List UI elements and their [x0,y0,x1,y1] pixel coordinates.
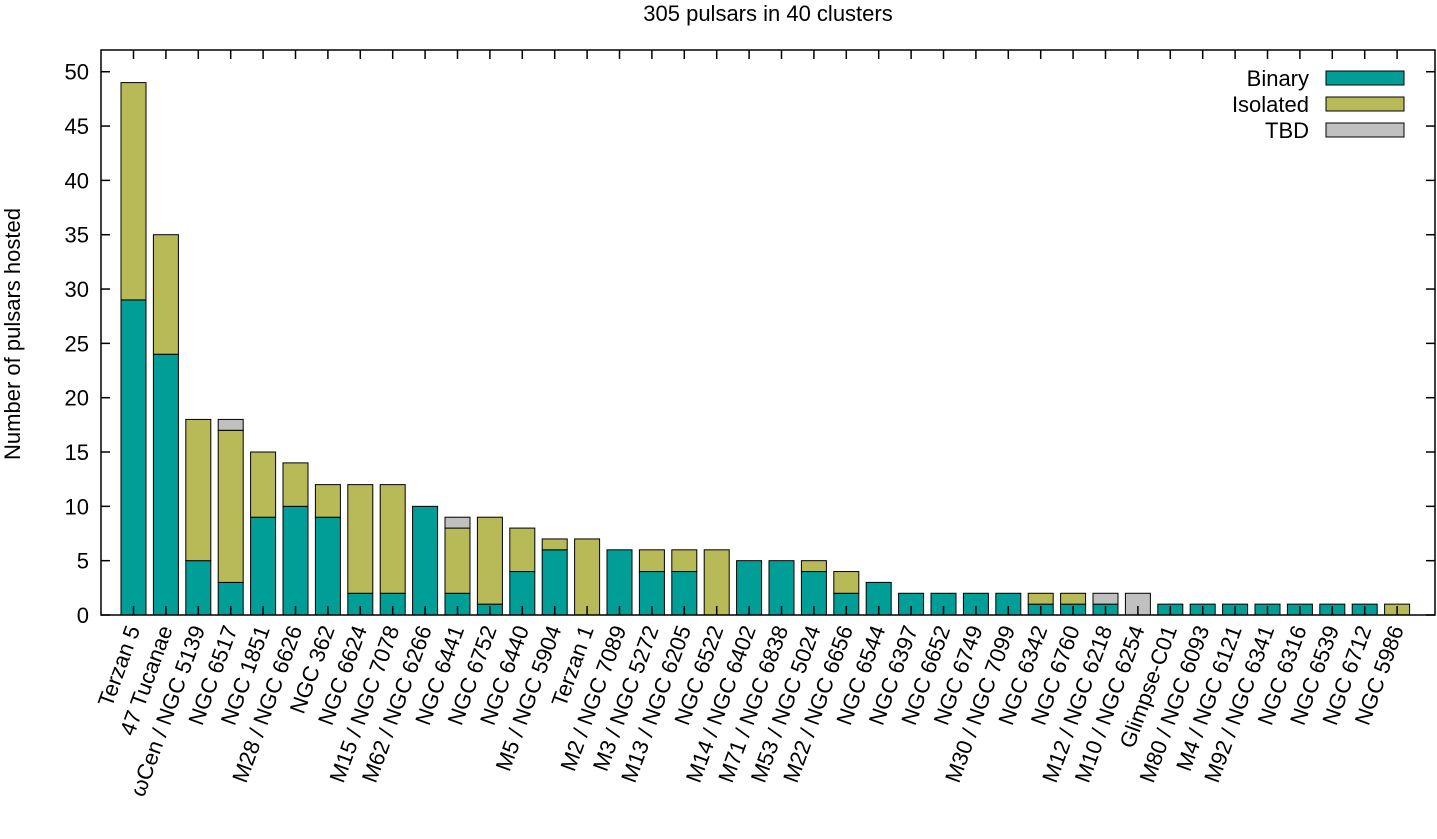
y-tick-label-0: 0 [77,603,89,628]
bar-segment-isolated-28 [1027,592,1054,605]
y-tick-label-35: 35 [65,223,89,248]
bar-segment-binary-9 [412,505,439,616]
bar-segment-isolated-12 [509,527,536,573]
y-tick-label-20: 20 [65,386,89,411]
bar-segment-isolated-3 [217,429,244,583]
y-tick-label-5: 5 [77,549,89,574]
bar-segment-isolated-4 [250,451,277,518]
bar-segment-isolated-22 [833,571,860,594]
bar-segment-isolated-6 [314,484,341,518]
legend-swatch-isolated [1325,96,1405,112]
bar-segment-isolated-16 [638,549,665,573]
bar-segment-binary-6 [314,516,341,616]
bar-segment-binary-4 [250,516,277,616]
bar-segment-isolated-18 [703,549,730,616]
bar-segment-binary-5 [282,505,309,616]
y-tick-label-15: 15 [65,440,89,465]
y-axis-label: Number of pulsars hosted [0,208,25,460]
legend-swatch-binary [1325,70,1405,86]
bar-segment-binary-1 [152,353,179,616]
y-tick-label-10: 10 [65,494,89,519]
bar-segment-isolated-5 [282,462,309,507]
bar-segment-isolated-11 [476,516,503,605]
bar-segment-binary-2 [185,560,212,616]
legend-label-binary: Binary [1247,66,1309,91]
bar-segment-tbd-3 [217,418,244,431]
y-tick-label-45: 45 [65,114,89,139]
legend-label-tbd: TBD [1265,118,1309,143]
legend-swatch-tbd [1325,122,1405,138]
bar-segment-isolated-29 [1060,592,1087,605]
bar-segment-binary-0 [120,299,147,616]
bar-segment-tbd-30 [1092,592,1119,605]
y-tick-label-40: 40 [65,168,89,193]
bar-segment-isolated-1 [152,234,179,355]
plot-frame [100,49,1436,616]
bar-segment-binary-15 [606,549,633,616]
bar-segment-tbd-10 [444,516,471,529]
y-tick-label-30: 30 [65,277,89,302]
y-tick-label-50: 50 [65,60,89,85]
bar-segment-isolated-7 [347,484,374,594]
bar-segment-isolated-8 [379,484,406,594]
legend-label-isolated: Isolated [1232,92,1309,117]
bar-segment-isolated-17 [671,549,698,573]
bar-segment-isolated-0 [120,82,147,301]
bar-segment-isolated-2 [185,418,212,562]
bar-segment-isolated-13 [541,538,568,551]
bars-layer [120,82,1411,616]
y-tick-label-25: 25 [65,331,89,356]
bar-segment-binary-13 [541,549,568,616]
chart-title: 305 pulsars in 40 clusters [643,1,892,26]
bar-segment-isolated-14 [574,538,601,616]
bar-segment-isolated-21 [800,560,827,573]
bar-segment-isolated-10 [444,527,471,594]
y-axis: 0 5 10 15 20 25 30 35 40 45 50 [65,60,1435,628]
